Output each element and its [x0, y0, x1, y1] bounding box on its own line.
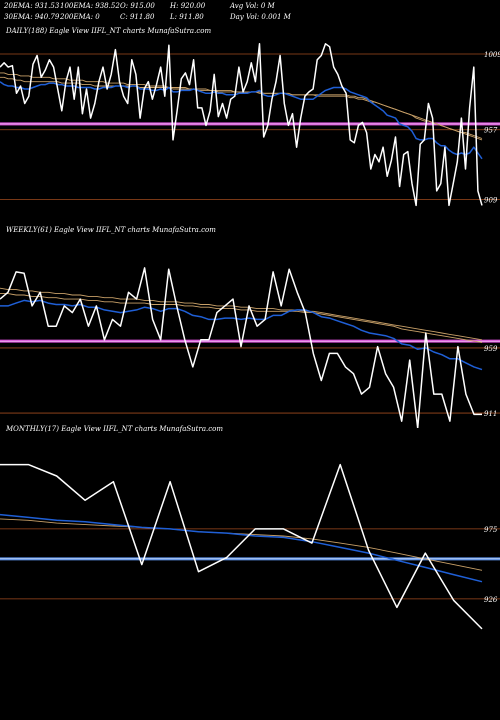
low-stat: L: 911.80 — [170, 13, 204, 21]
high-stat: H: 920.00 — [170, 2, 206, 10]
ema100-stat: 100EMA: 938.52 — [60, 2, 120, 10]
monthly-price-line — [0, 463, 483, 630]
monthly-level-label-0: 975 — [484, 526, 498, 534]
daily-level-label-1: 957 — [484, 127, 498, 135]
monthly-level-label-1: 926 — [484, 596, 498, 604]
close-stat: C: 911.80 — [120, 13, 155, 21]
weekly-chart: 959 911 — [0, 267, 500, 428]
monthly-ema-fast-line — [0, 513, 483, 583]
daily-level-label-2: 909 — [484, 197, 498, 205]
weekly-level-label-0: 959 — [484, 345, 498, 353]
ema200-stat: 200EMA: 0 — [60, 13, 100, 21]
ema20-stat: 20EMA: 931.53 — [4, 2, 60, 10]
weekly-ema-slow-2-line — [0, 287, 483, 341]
monthly-ema-slow-line — [0, 518, 483, 571]
weekly-chart-title: WEEKLY(61) Eagle View IIFL_NT charts Mun… — [6, 226, 216, 234]
stats-header: 20EMA: 931.53 30EMA: 940.79 100EMA: 938.… — [4, 2, 496, 24]
monthly-chart: 975 926 — [0, 463, 500, 630]
weekly-ema-fast-line — [0, 299, 483, 371]
open-stat: O: 915.00 — [120, 2, 155, 10]
weekly-ema-slow-line — [0, 293, 483, 343]
daily-chart-title: DAILY(188) Eagle View IIFL_NT charts Mun… — [6, 27, 212, 35]
day-vol-stat: Day Vol: 0.001 M — [230, 13, 291, 21]
avg-vol-stat: Avg Vol: 0 M — [230, 2, 275, 10]
weekly-price-line — [0, 267, 482, 428]
monthly-chart-title: MONTHLY(17) Eagle View IIFL_NT charts Mu… — [6, 425, 224, 433]
weekly-level-label-1: 911 — [484, 410, 497, 418]
daily-price-line — [0, 43, 483, 207]
ema30-stat: 30EMA: 940.79 — [4, 13, 60, 21]
daily-ema-fast-line — [0, 81, 483, 160]
